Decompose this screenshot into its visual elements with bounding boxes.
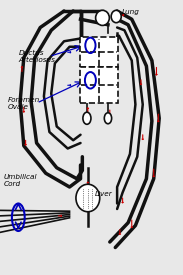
Ellipse shape [111,10,121,23]
Text: Foramen
Ovale: Foramen Ovale [7,97,40,110]
Circle shape [83,112,91,124]
Text: Liver: Liver [95,191,113,197]
Circle shape [104,113,112,124]
Text: Ductus
Arteriosus: Ductus Arteriosus [18,50,55,63]
Ellipse shape [76,184,100,212]
Ellipse shape [96,10,109,26]
Text: Lung: Lung [122,9,140,15]
FancyBboxPatch shape [80,37,118,67]
FancyBboxPatch shape [80,67,118,103]
Text: Umbilical
Cord: Umbilical Cord [4,174,37,187]
